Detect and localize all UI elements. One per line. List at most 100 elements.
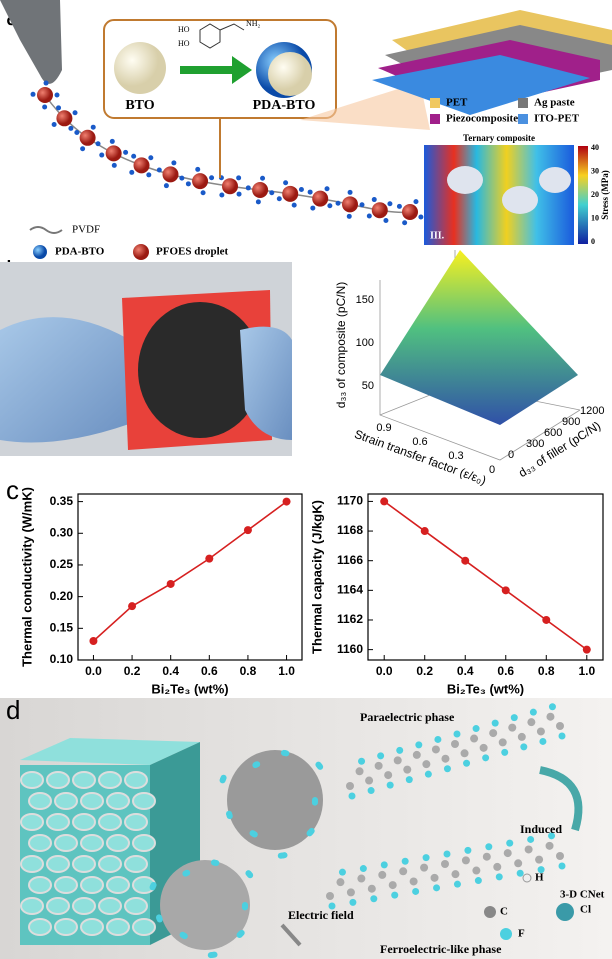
fluorine — [306, 830, 313, 837]
cell — [20, 855, 44, 873]
legend-label: Ag paste — [534, 97, 575, 109]
carbon — [536, 727, 545, 736]
carbon — [403, 765, 412, 774]
cell — [46, 855, 70, 873]
cell — [72, 897, 96, 915]
fluorine — [463, 759, 471, 767]
fluorine — [558, 862, 566, 870]
fluorine — [311, 799, 318, 806]
molecule-label: NH₂ — [246, 19, 261, 28]
fluorine — [226, 810, 233, 817]
carbon — [422, 760, 431, 769]
legend-label: PET — [446, 97, 468, 109]
electrode — [138, 302, 262, 438]
legend-label: PVDF — [72, 224, 100, 236]
carbon — [441, 860, 449, 868]
x-tick-label: 0.4 — [457, 664, 474, 678]
cnet-cluster — [160, 860, 250, 950]
atom-label: F — [518, 928, 525, 940]
fluorine — [422, 854, 430, 862]
pda-bto — [68, 125, 74, 131]
pda-bto — [42, 104, 48, 110]
colorbar-tick: 30 — [591, 166, 599, 175]
pda-bto — [131, 153, 137, 159]
fluorine — [401, 857, 409, 865]
pda-bto — [179, 175, 185, 181]
carbon — [441, 754, 450, 763]
y-tick-label: 1162 — [337, 612, 363, 626]
legend-label: ITO-PET — [534, 113, 580, 125]
fluorine — [453, 730, 461, 738]
cell — [46, 897, 70, 915]
y-tick-label: 0 — [508, 449, 514, 461]
carbon — [535, 855, 544, 864]
y-tick-label: 1200 — [580, 405, 604, 417]
pda-bto — [371, 197, 377, 203]
y-tick-label: 1168 — [337, 523, 363, 537]
cell — [54, 918, 78, 936]
cell — [54, 834, 78, 852]
cell — [132, 792, 156, 810]
legend-icon — [29, 226, 63, 234]
fluorine — [277, 852, 284, 859]
cell — [72, 855, 96, 873]
cell — [132, 834, 156, 852]
carbon — [527, 718, 536, 727]
pda-bto — [200, 190, 206, 196]
cube-top — [20, 738, 200, 765]
cell — [72, 771, 96, 789]
fluorine — [464, 846, 472, 854]
droplet — [221, 178, 238, 195]
fluorine — [510, 714, 518, 722]
carbon — [374, 761, 383, 770]
pda-bto — [366, 213, 372, 219]
y-tick-label: 0.25 — [50, 557, 74, 571]
atom-icon — [556, 903, 574, 921]
cell — [98, 813, 122, 831]
pda-bto — [72, 110, 78, 116]
panel-d: d Paraelectric phase Induced Ferroelectr… — [0, 695, 612, 959]
panel-a: a HO HO NH₂ BTO PDA-BTO PVDF PDA-BTO PFO… — [0, 0, 612, 260]
cell — [124, 855, 148, 873]
pda-bto — [335, 200, 341, 206]
pda-bto — [43, 80, 49, 86]
pda-bto — [123, 149, 129, 155]
fluorine — [516, 869, 524, 877]
carbon — [489, 729, 498, 738]
fluorine — [472, 725, 480, 733]
pda-bto — [30, 91, 36, 97]
cell — [98, 771, 122, 789]
pda-bto — [163, 183, 169, 189]
point — [166, 579, 175, 588]
y-tick-label: 1160 — [337, 642, 363, 656]
particle — [539, 167, 571, 193]
y-tick-label: 1164 — [337, 583, 363, 597]
pda-bto — [291, 202, 297, 208]
x-tick-label: 0.6 — [412, 436, 427, 448]
y-tick-label: 300 — [526, 438, 544, 450]
y-axis-label: Thermal capacity (J/kgK) — [309, 500, 324, 654]
cell — [80, 834, 104, 852]
cell — [106, 834, 130, 852]
cell — [80, 918, 104, 936]
fluorine — [254, 761, 261, 768]
carbon — [357, 874, 366, 883]
x-tick-label: 0.2 — [124, 664, 141, 678]
fluorine — [501, 748, 509, 756]
phase-label: Ferroelectric-like phase — [380, 942, 502, 956]
fluorine — [380, 861, 388, 869]
arrow-label: Induced — [520, 822, 562, 836]
fluorine — [377, 752, 385, 760]
point — [501, 586, 510, 595]
carbon — [482, 852, 491, 861]
fluorine — [396, 746, 404, 754]
droplet — [192, 173, 209, 190]
carbon — [365, 776, 374, 785]
y-tick-label: 0.15 — [50, 620, 74, 634]
fluorine — [241, 904, 248, 911]
particle — [447, 166, 483, 194]
droplet — [402, 204, 418, 220]
pda-bto — [109, 138, 115, 144]
cell — [72, 813, 96, 831]
pda-bto — [219, 192, 225, 198]
